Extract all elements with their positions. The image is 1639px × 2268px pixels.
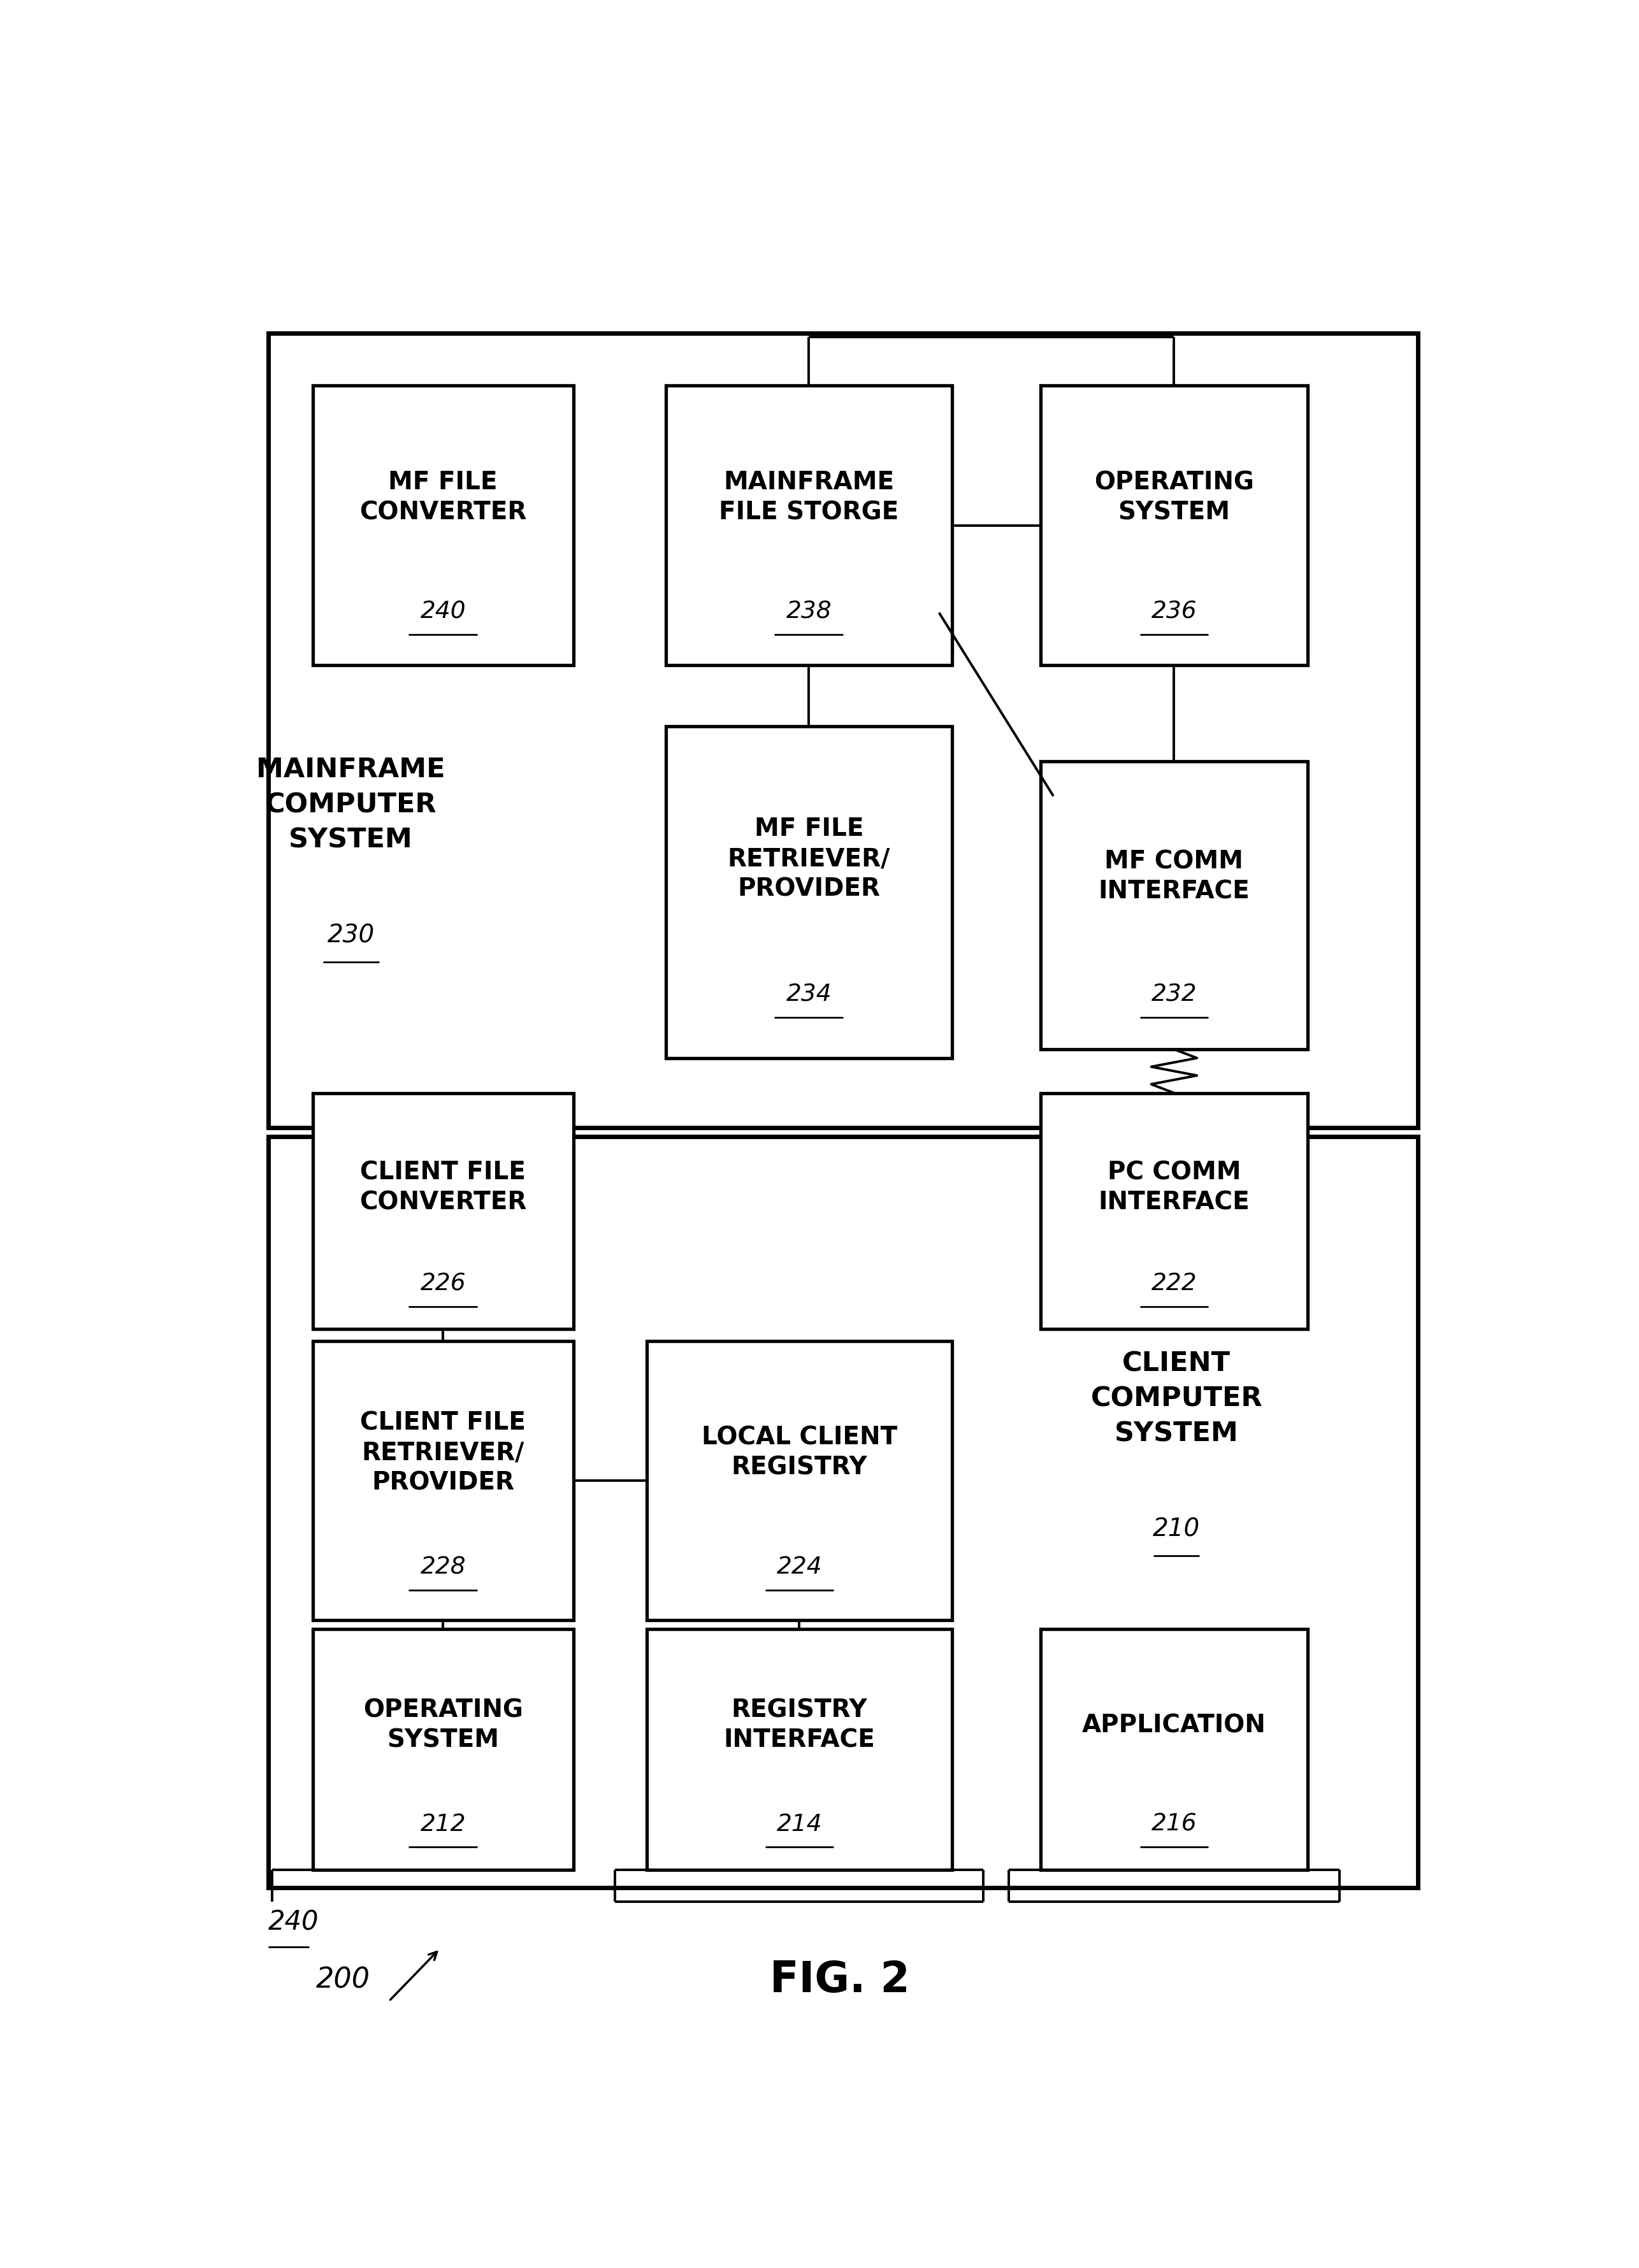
Text: PC COMM
INTERFACE: PC COMM INTERFACE xyxy=(1098,1161,1251,1213)
FancyBboxPatch shape xyxy=(1041,762,1308,1050)
Text: 224: 224 xyxy=(777,1556,823,1579)
FancyBboxPatch shape xyxy=(647,1628,952,1871)
FancyBboxPatch shape xyxy=(313,1628,574,1871)
Text: CLIENT FILE
RETRIEVER/
PROVIDER: CLIENT FILE RETRIEVER/ PROVIDER xyxy=(361,1411,526,1495)
Text: 236: 236 xyxy=(1151,601,1196,624)
Text: 212: 212 xyxy=(420,1812,465,1835)
Text: OPERATING
SYSTEM: OPERATING SYSTEM xyxy=(1095,469,1254,524)
Text: CLIENT
COMPUTER
SYSTEM: CLIENT COMPUTER SYSTEM xyxy=(1090,1349,1262,1447)
FancyBboxPatch shape xyxy=(313,1093,574,1329)
Text: 228: 228 xyxy=(420,1556,465,1579)
FancyBboxPatch shape xyxy=(647,1340,952,1619)
Text: OPERATING
SYSTEM: OPERATING SYSTEM xyxy=(364,1699,523,1753)
Text: 240: 240 xyxy=(269,1910,320,1937)
Text: 200: 200 xyxy=(316,1966,370,1994)
FancyBboxPatch shape xyxy=(313,386,574,665)
Text: 238: 238 xyxy=(787,601,831,624)
Text: 216: 216 xyxy=(1151,1812,1196,1835)
Text: REGISTRY
INTERFACE: REGISTRY INTERFACE xyxy=(723,1699,875,1753)
Text: MF COMM
INTERFACE: MF COMM INTERFACE xyxy=(1098,848,1251,903)
FancyBboxPatch shape xyxy=(1041,1628,1308,1871)
Text: MAINFRAME
FILE STORGE: MAINFRAME FILE STORGE xyxy=(720,469,898,524)
FancyBboxPatch shape xyxy=(313,1340,574,1619)
FancyBboxPatch shape xyxy=(1041,386,1308,665)
Text: 232: 232 xyxy=(1151,982,1196,1007)
Text: 230: 230 xyxy=(328,923,375,948)
Text: APPLICATION: APPLICATION xyxy=(1082,1712,1265,1737)
Text: 214: 214 xyxy=(777,1812,823,1835)
Text: CLIENT FILE
CONVERTER: CLIENT FILE CONVERTER xyxy=(359,1161,526,1213)
FancyBboxPatch shape xyxy=(665,386,952,665)
FancyBboxPatch shape xyxy=(269,333,1418,1127)
Text: 234: 234 xyxy=(787,984,831,1007)
FancyBboxPatch shape xyxy=(665,726,952,1057)
Text: FIG. 2: FIG. 2 xyxy=(770,1960,910,2000)
FancyBboxPatch shape xyxy=(1041,1093,1308,1329)
Text: MAINFRAME
COMPUTER
SYSTEM: MAINFRAME COMPUTER SYSTEM xyxy=(256,755,446,853)
Text: MF FILE
RETRIEVER/
PROVIDER: MF FILE RETRIEVER/ PROVIDER xyxy=(728,816,890,900)
Text: MF FILE
CONVERTER: MF FILE CONVERTER xyxy=(359,469,526,524)
Text: 222: 222 xyxy=(1151,1272,1196,1295)
Text: 226: 226 xyxy=(420,1272,465,1295)
Text: 210: 210 xyxy=(1152,1517,1200,1542)
Text: 240: 240 xyxy=(420,601,465,624)
FancyBboxPatch shape xyxy=(269,1136,1418,1887)
Text: LOCAL CLIENT
REGISTRY: LOCAL CLIENT REGISTRY xyxy=(701,1427,897,1479)
